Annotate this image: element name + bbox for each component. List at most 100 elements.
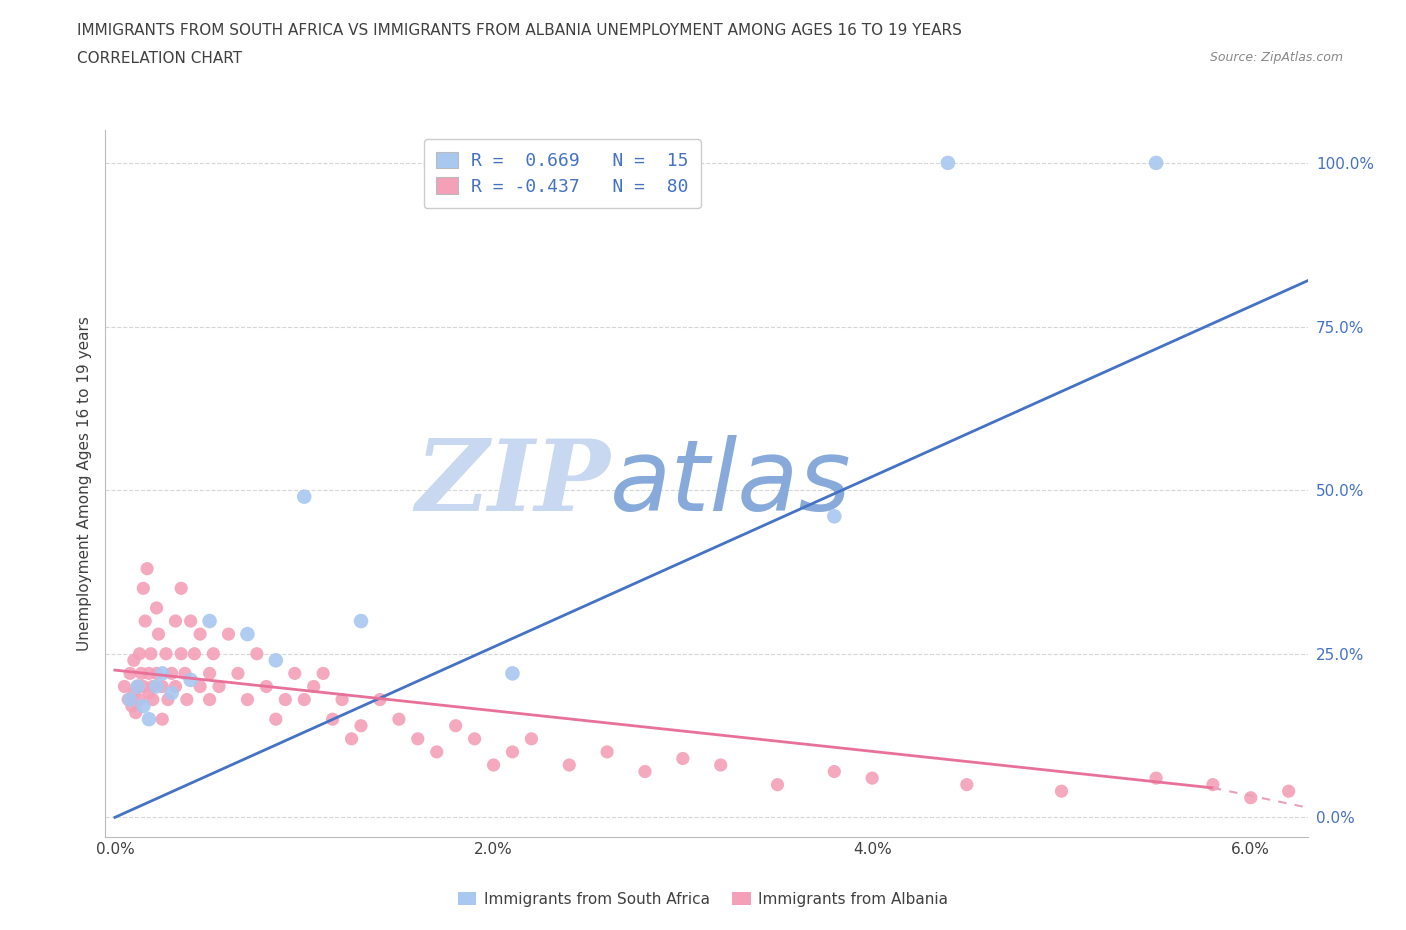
Point [482, 758, 505, 773]
Point [218, 627, 240, 642]
Text: Source: ZipAtlas.com: Source: ZipAtlas.com [1209, 51, 1343, 64]
Text: ZIP: ZIP [415, 435, 610, 532]
Point [823, 764, 845, 779]
Point [165, 679, 187, 694]
Point [131, 666, 153, 681]
Point [202, 646, 225, 661]
Point [112, 679, 135, 694]
Point [150, 666, 173, 681]
Point [150, 711, 173, 726]
Point [284, 666, 307, 681]
Point [292, 692, 315, 707]
Point [350, 614, 373, 629]
Point [174, 666, 197, 681]
Point [264, 711, 287, 726]
Point [368, 692, 391, 707]
Point [254, 679, 277, 694]
Point [1144, 771, 1167, 786]
Point [198, 692, 221, 707]
Point [956, 777, 979, 792]
Point [121, 698, 143, 713]
Point [198, 666, 221, 681]
Point [134, 614, 156, 629]
Point [330, 692, 353, 707]
Point [936, 155, 959, 170]
Point [388, 711, 411, 726]
Legend: Immigrants from South Africa, Immigrants from Albania: Immigrants from South Africa, Immigrants… [451, 886, 955, 913]
Point [464, 731, 486, 746]
Text: CORRELATION CHART: CORRELATION CHART [77, 51, 242, 66]
Point [170, 581, 193, 596]
Point [236, 627, 259, 642]
Point [142, 679, 165, 694]
Point [860, 771, 883, 786]
Point [444, 718, 467, 733]
Point [139, 646, 162, 661]
Point [136, 561, 159, 576]
Point [188, 679, 211, 694]
Point [120, 692, 142, 707]
Point [138, 711, 160, 726]
Point [176, 692, 198, 707]
Point [132, 679, 155, 694]
Point [246, 646, 269, 661]
Point [156, 692, 179, 707]
Point [128, 692, 150, 707]
Point [128, 646, 150, 661]
Point [160, 685, 183, 700]
Point [138, 685, 160, 700]
Point [1278, 784, 1301, 799]
Point [145, 601, 167, 616]
Point [823, 509, 845, 524]
Point [160, 666, 183, 681]
Point [122, 685, 145, 700]
Point [132, 581, 155, 596]
Point [132, 698, 155, 713]
Text: atlas: atlas [610, 435, 852, 532]
Point [145, 679, 167, 694]
Legend: R =  0.669   N =  15, R = -0.437   N =  80: R = 0.669 N = 15, R = -0.437 N = 80 [423, 140, 700, 208]
Point [142, 692, 165, 707]
Point [426, 745, 449, 760]
Point [127, 679, 149, 694]
Point [302, 679, 325, 694]
Point [117, 692, 139, 707]
Point [312, 666, 335, 681]
Point [1144, 155, 1167, 170]
Point [558, 758, 581, 773]
Text: IMMIGRANTS FROM SOUTH AFRICA VS IMMIGRANTS FROM ALBANIA UNEMPLOYMENT AMONG AGES : IMMIGRANTS FROM SOUTH AFRICA VS IMMIGRAN… [77, 23, 962, 38]
Point [274, 692, 297, 707]
Point [340, 731, 363, 746]
Point [155, 646, 177, 661]
Point [138, 666, 160, 681]
Point [122, 653, 145, 668]
Point [406, 731, 429, 746]
Point [1202, 777, 1225, 792]
Point [208, 679, 231, 694]
Point [596, 745, 619, 760]
Point [264, 653, 287, 668]
Point [292, 489, 315, 504]
Point [1240, 790, 1263, 805]
Y-axis label: Unemployment Among Ages 16 to 19 years: Unemployment Among Ages 16 to 19 years [77, 316, 93, 651]
Point [672, 751, 695, 766]
Point [183, 646, 205, 661]
Point [125, 705, 148, 720]
Point [120, 666, 142, 681]
Point [1050, 784, 1073, 799]
Point [520, 731, 543, 746]
Point [145, 666, 167, 681]
Point [501, 666, 523, 681]
Point [148, 627, 170, 642]
Point [180, 614, 202, 629]
Point [127, 679, 149, 694]
Point [322, 711, 344, 726]
Point [350, 718, 373, 733]
Point [710, 758, 733, 773]
Point [634, 764, 657, 779]
Point [188, 627, 211, 642]
Point [165, 614, 187, 629]
Point [150, 679, 173, 694]
Point [180, 672, 202, 687]
Point [226, 666, 249, 681]
